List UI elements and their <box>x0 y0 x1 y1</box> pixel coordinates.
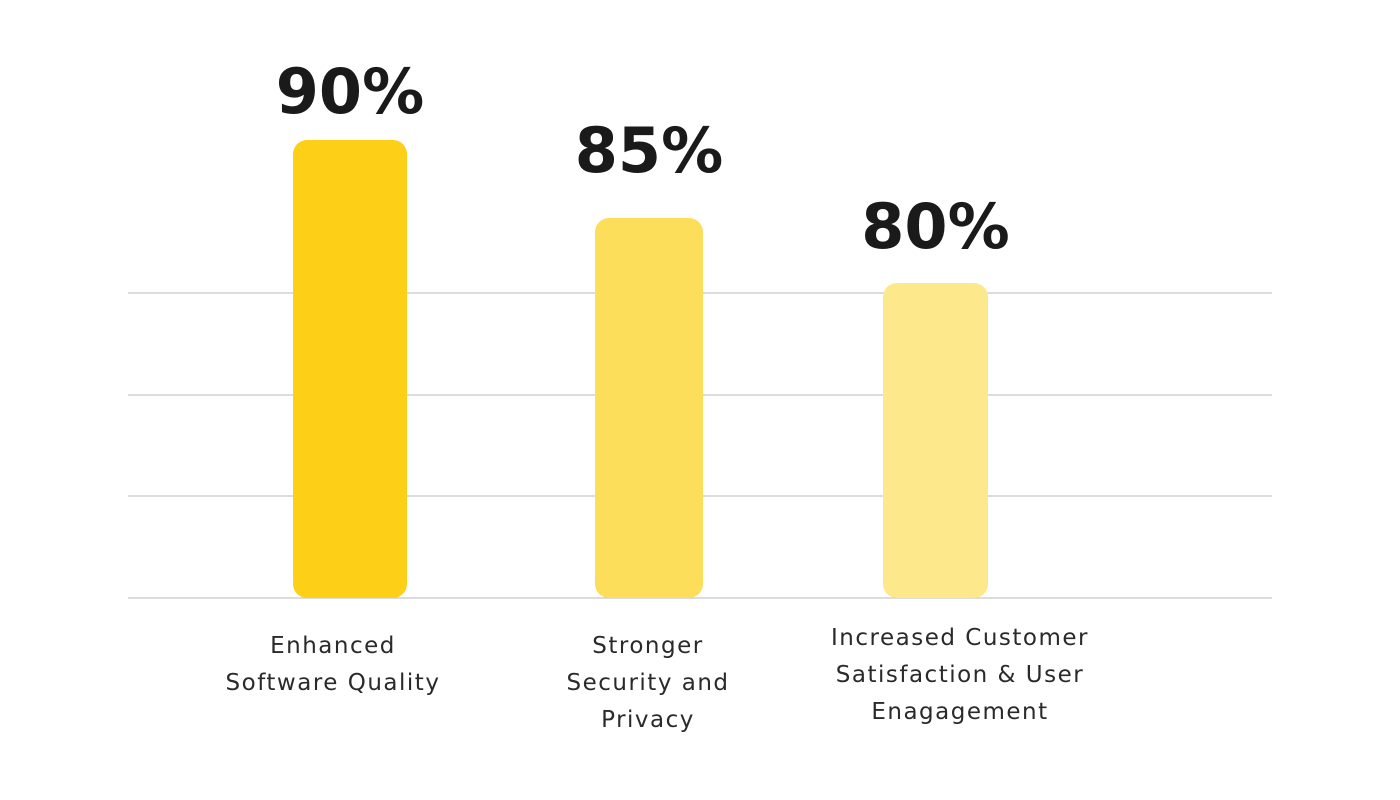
category-label: Satisfaction & User <box>836 662 1084 688</box>
value-label: 80% <box>861 190 1009 263</box>
category-label: Security and <box>566 670 729 696</box>
bar <box>883 283 988 598</box>
category-label: Enagagement <box>871 699 1048 725</box>
bar <box>595 218 703 598</box>
category-label: Increased Customer <box>831 625 1089 651</box>
category-label: Privacy <box>601 707 695 733</box>
category-label: Enhanced <box>270 633 396 659</box>
value-label: 90% <box>276 55 424 128</box>
value-label: 85% <box>575 114 723 187</box>
bar <box>293 140 407 598</box>
bars <box>293 140 988 598</box>
value-labels: 90% 85% 80% <box>276 55 1010 263</box>
category-labels: Enhanced Software Quality Stronger Security… <box>226 625 1089 733</box>
category-label: Stronger <box>592 633 703 659</box>
category-label: Software Quality <box>226 670 441 696</box>
